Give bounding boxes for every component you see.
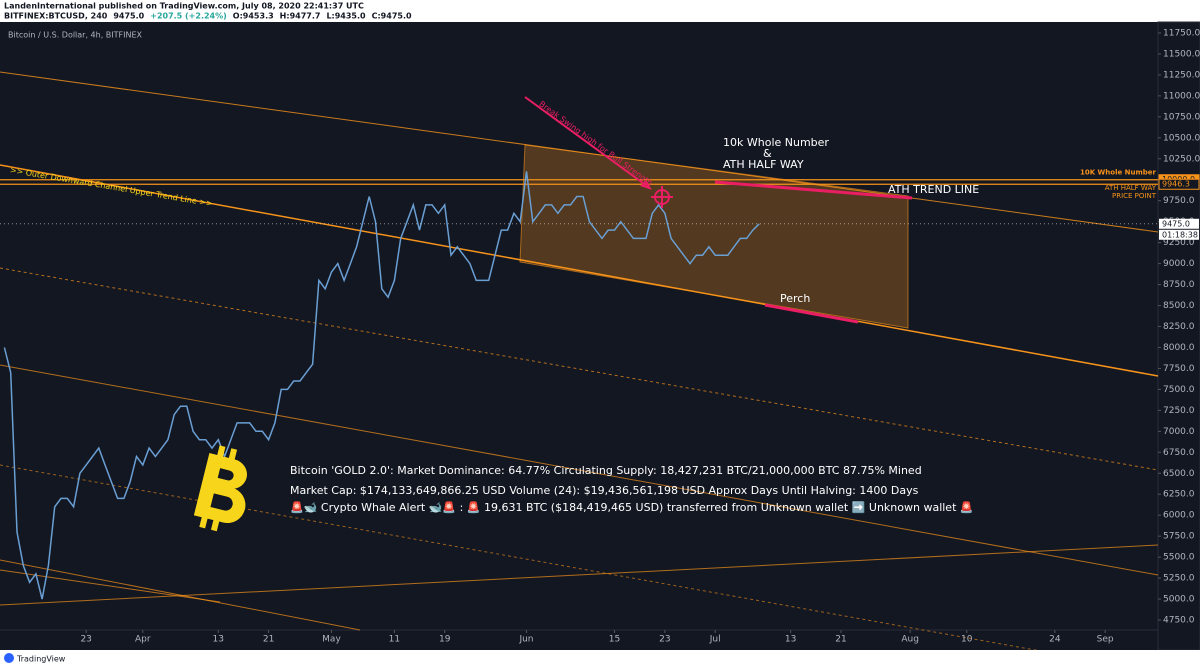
y-tick-label: 11250.0: [1163, 70, 1200, 80]
y-tick-label: 5500.0: [1163, 553, 1195, 563]
chart-area: [0, 22, 1200, 650]
info-text: Market Cap: $174,133,649,866.25 USD Volu…: [290, 484, 919, 497]
x-tick-label: 13: [785, 635, 796, 645]
y-tick-label: 11750.0: [1163, 28, 1200, 38]
x-tick-label: 23: [659, 635, 670, 645]
y-tick-label: 11000.0: [1163, 91, 1200, 101]
x-tick-label: Jun: [518, 635, 533, 645]
x-tick-label: 19: [439, 635, 451, 645]
y-tick-label: 7000.0: [1163, 427, 1195, 437]
y-tick-label: 6000.0: [1163, 511, 1195, 521]
price-line-name: PRICE POINT: [1112, 192, 1157, 200]
y-tick-label: 11500.0: [1163, 49, 1200, 59]
y-tick-label: 4750.0: [1163, 616, 1195, 626]
y-tick-label: 6750.0: [1163, 448, 1195, 458]
x-tick-label: 15: [609, 635, 620, 645]
chart-title: Bitcoin / U.S. Dollar, 4h, BITFINEX: [8, 31, 143, 40]
y-tick-label: 9000.0: [1163, 259, 1195, 269]
y-tick-label: 8500.0: [1163, 301, 1195, 311]
trend-lines: [0, 71, 1159, 671]
annotation: ATH HALF WAY: [723, 158, 804, 171]
x-tick-label: 13: [213, 635, 224, 645]
y-tick-label: 6500.0: [1163, 469, 1195, 479]
y-tick-label: 9250.0: [1163, 238, 1195, 248]
y-tick-label: 8750.0: [1163, 280, 1195, 290]
y-tick-label: 5000.0: [1163, 595, 1195, 605]
trend-segment: [714, 180, 913, 200]
x-tick-label: 21: [263, 635, 274, 645]
header-bar: [0, 0, 1200, 22]
y-tick-label: 7500.0: [1163, 385, 1195, 395]
x-tick-label: 10: [961, 635, 973, 645]
x-tick-label: Jul: [709, 635, 721, 645]
y-tick-label: 10750.0: [1163, 112, 1200, 122]
x-tick-label: 21: [835, 635, 846, 645]
y-tick-label: 9750.0: [1163, 196, 1195, 206]
bitcoin-logo: [193, 445, 247, 532]
x-tick-label: Apr: [135, 635, 151, 645]
price-line-name: 10K Whole Number: [1080, 169, 1157, 177]
rising-line: [0, 544, 1159, 606]
price-box: [1158, 178, 1200, 190]
upper-line: [0, 71, 1159, 233]
quote: BITFINEX:BTCUSD, 240 9475.0 +207.5 (+2.24%…: [4, 12, 412, 21]
lower-dashed: [0, 464, 1156, 671]
lower-line: [0, 364, 1159, 576]
annotation: &: [763, 147, 772, 160]
arrow-head: [640, 180, 652, 190]
y-tick-label: 5250.0: [1163, 574, 1195, 584]
footer-bar: [0, 650, 1200, 667]
target: [651, 186, 673, 208]
quote-item: O:9453.3: [233, 12, 274, 21]
y-tick-label: 5750.0: [1163, 532, 1195, 542]
annotation: ATH TREND LINE: [888, 183, 979, 196]
y-tick-label: 10250.0: [1163, 154, 1200, 164]
x-tick-label: 24: [1049, 635, 1061, 645]
y-tick-label: 7750.0: [1163, 364, 1195, 374]
publisher: LandenInternational published on Trading…: [4, 2, 364, 11]
info-text: 🚨🐋 Crypto Whale Alert 🐋🚨 : 🚨 19,631 BTC …: [290, 501, 974, 514]
quote-item: L:9435.0: [326, 12, 366, 21]
x-tick-label: 11: [389, 635, 400, 645]
y-tick-label: 6250.0: [1163, 490, 1195, 500]
last-price-box: [1159, 218, 1199, 229]
mid-line: [0, 267, 1159, 471]
price-line-series: [3, 171, 760, 600]
y-tick-label: 7250.0: [1163, 406, 1195, 416]
arrow: [524, 96, 648, 187]
channel-line: [0, 164, 1159, 377]
bottom-line: [0, 559, 361, 631]
quote-item: H:9477.7: [280, 12, 321, 21]
price-axis: [1157, 21, 1200, 651]
footer-logo: [4, 653, 14, 663]
countdown: 01:18:38: [1162, 230, 1198, 239]
x-tick-label: May: [322, 635, 341, 645]
annotation: 10k Whole Number: [723, 136, 829, 149]
perch-segment: [764, 303, 859, 324]
x-tick-label: Aug: [901, 635, 919, 645]
quote-item: +207.5 (+2.24%): [150, 12, 227, 21]
countdown-box: [1159, 229, 1199, 240]
y-tick-label: 8000.0: [1163, 343, 1195, 353]
info-text: Bitcoin 'GOLD 2.0': Market Dominance: 64…: [290, 464, 922, 477]
quote-item: C:9475.0: [372, 12, 412, 21]
annotation: Perch: [780, 292, 810, 305]
x-tick-label: 23: [80, 635, 91, 645]
x-tick-label: Sep: [1097, 635, 1114, 645]
y-tick-label: 8250.0: [1163, 322, 1195, 332]
last-price-label: 9475.0: [1162, 219, 1190, 228]
quote-item: 9475.0: [113, 12, 144, 21]
price-label: 9946.3: [1162, 180, 1190, 189]
quote-item: BITFINEX:BTCUSD, 240: [4, 12, 108, 21]
y-tick-label: 10500.0: [1163, 133, 1200, 143]
footer-brand[interactable]: TradingView: [16, 655, 66, 664]
price-line-name: ATH HALF WAY: [1105, 184, 1157, 192]
